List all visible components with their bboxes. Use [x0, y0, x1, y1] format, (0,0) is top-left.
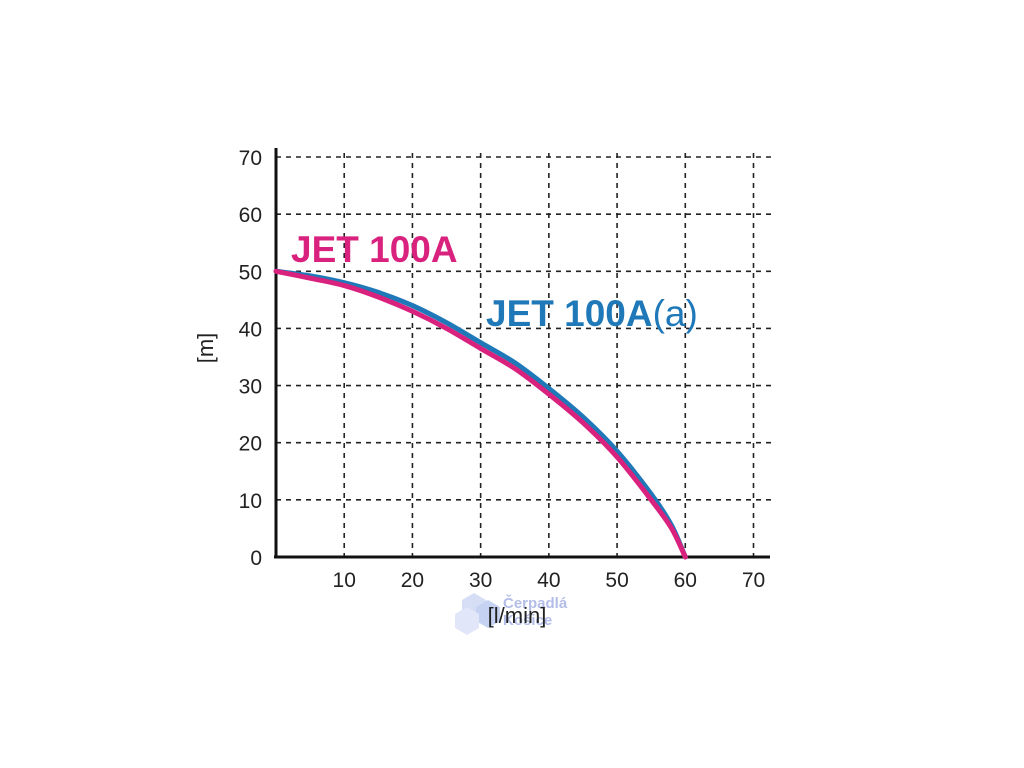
series-line-jet-100a-a [273, 268, 688, 560]
series-label-jet-100a-a-main: JET 100A [486, 293, 653, 334]
x-tick-label: 60 [674, 569, 697, 592]
y-tick-label: 10 [239, 490, 262, 513]
watermark-hexagon-2 [476, 600, 500, 628]
series-label-jet-100a-a-suffix: (a) [653, 293, 698, 334]
series-label-jet-100a: JET 100A [291, 229, 458, 270]
y-tick-label: 70 [239, 147, 262, 170]
x-tick-label: 70 [742, 569, 765, 592]
axes [274, 148, 770, 559]
x-tick-label: 50 [605, 569, 628, 592]
series-lines [273, 268, 688, 560]
y-tick-label: 20 [239, 433, 262, 456]
x-tick-label: 40 [537, 569, 560, 592]
y-tick-label: 30 [239, 376, 262, 399]
x-tick-label: 30 [469, 569, 492, 592]
series-line-jet-100a [273, 268, 688, 560]
x-axis-label: [l/min] [488, 603, 547, 628]
series-label-jet-100a-a: JET 100A(a) [486, 293, 698, 334]
watermark-text-1: Čerpadlá [503, 594, 568, 612]
y-tick-label: 50 [239, 261, 262, 284]
x-tick-labels: 10 20 30 40 50 60 70 [333, 569, 766, 592]
watermark-hexagon-3 [455, 607, 479, 635]
y-tick-label: 60 [239, 204, 262, 227]
y-tick-label: 40 [239, 318, 262, 341]
y-tick-label: 0 [250, 547, 262, 570]
x-tick-label: 10 [333, 569, 356, 592]
x-tick-label: 20 [401, 569, 424, 592]
grid-lines [276, 153, 776, 557]
watermark-text-2: Košice [503, 612, 552, 629]
y-tick-labels: 0 10 20 30 40 50 60 70 [239, 147, 262, 570]
watermark-logo: Čerpadlá Košice [455, 593, 568, 635]
y-axis-label: [m] [193, 333, 218, 364]
